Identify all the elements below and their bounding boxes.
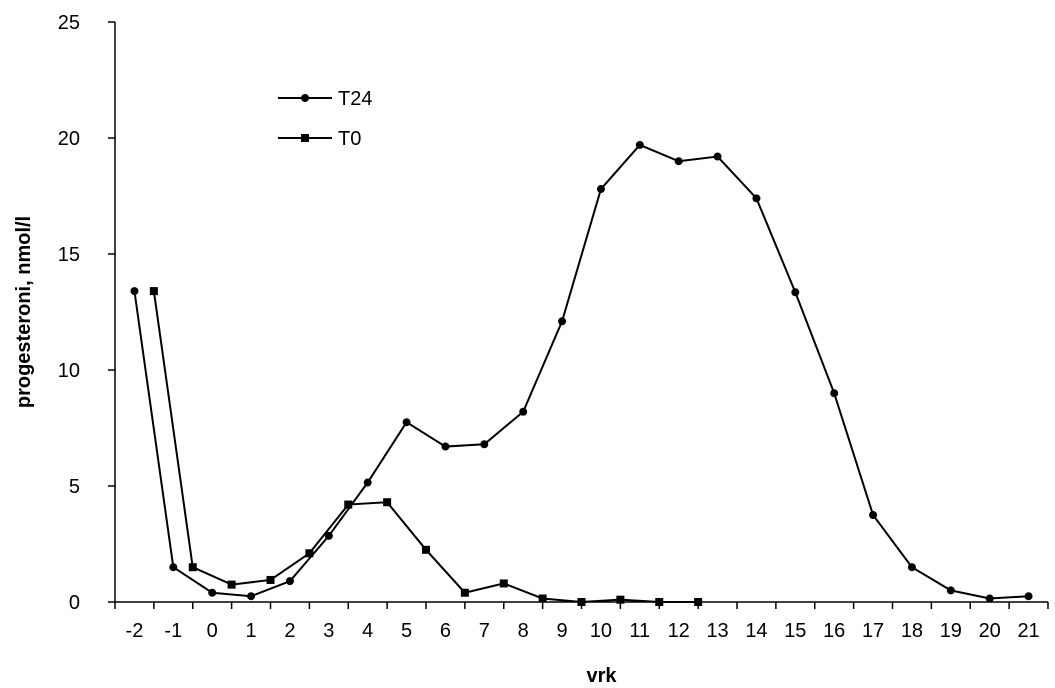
data-point-t0 (227, 580, 236, 589)
x-tick-label: 3 (323, 620, 334, 642)
x-tick-label: 5 (401, 620, 412, 642)
series-line-t24 (133, 143, 1029, 600)
y-tick-label: 15 (58, 244, 80, 266)
y-tick-label: 5 (69, 476, 80, 498)
y-tick-label: 25 (58, 12, 80, 34)
x-tick-label: 0 (207, 620, 218, 642)
data-point-t24 (558, 317, 567, 326)
data-point-t0 (655, 598, 664, 606)
x-tick-label: 7 (479, 620, 490, 642)
series-line-t0 (152, 290, 699, 604)
y-tick-label: 0 (69, 592, 80, 614)
data-point-t0 (344, 500, 353, 509)
x-tick-label: 19 (940, 620, 962, 642)
x-tick-label: 13 (706, 620, 728, 642)
data-point-t24 (1024, 592, 1033, 601)
x-tick-label: 4 (362, 620, 373, 642)
x-tick-label: 1 (246, 620, 257, 642)
legend-marker (301, 94, 309, 102)
data-point-t0 (616, 595, 625, 604)
legend-label: T24 (338, 88, 372, 110)
x-tick-label: 21 (1017, 620, 1039, 642)
y-ticks: 0 5 10 15 20 25 (58, 12, 115, 614)
x-tick-label: 16 (823, 620, 845, 642)
y-tick-label: 10 (58, 360, 80, 382)
legend-label: T0 (338, 128, 361, 150)
x-tick-label: 10 (590, 620, 612, 642)
y-axis-title: progesteroni, nmol/l (13, 216, 35, 408)
legend-item-t24: T24 (278, 88, 372, 110)
data-point-t24 (130, 287, 139, 296)
data-point-t24 (830, 389, 839, 398)
x-tick-label: 11 (629, 620, 650, 642)
data-point-t24 (635, 140, 644, 149)
x-tick-label: 14 (745, 620, 767, 642)
data-point-t0 (577, 598, 586, 606)
data-point-t24 (480, 440, 489, 449)
x-axis-title: vrk (586, 665, 617, 687)
legend-marker (301, 134, 309, 142)
x-tick-label: 8 (518, 620, 529, 642)
data-point-t0 (188, 563, 197, 572)
data-point-t24 (985, 594, 994, 603)
x-tick-label: 2 (284, 620, 295, 642)
data-point-t24 (791, 288, 800, 297)
x-tick-label: -2 (126, 620, 144, 642)
x-tick-label: 15 (784, 620, 806, 642)
data-point-t0 (460, 588, 469, 597)
x-ticks: -2 -1 0 1 2 3 4 5 6 7 8 9 10 11 12 13 14 15 16 17 18 19 20 21 (114, 602, 1049, 642)
x-tick-label: 12 (668, 620, 690, 642)
data-point-t0 (499, 579, 508, 588)
data-point-t24 (402, 418, 411, 427)
data-point-t24 (674, 157, 683, 166)
data-point-t24 (946, 586, 955, 595)
data-point-t24 (596, 185, 605, 194)
data-point-t24 (285, 577, 294, 586)
data-point-t0 (538, 594, 547, 603)
data-point-t24 (441, 442, 450, 451)
data-point-t0 (383, 498, 392, 507)
data-point-t24 (907, 563, 916, 572)
series-t0 (149, 287, 703, 606)
data-point-t0 (305, 549, 314, 558)
x-tick-label: 17 (862, 620, 884, 642)
data-point-t24 (519, 407, 528, 416)
y-tick-label: 20 (58, 128, 80, 150)
data-point-t24 (363, 478, 372, 487)
data-point-t24 (752, 194, 761, 203)
data-point-t24 (869, 511, 878, 519)
data-point-t0 (266, 575, 275, 584)
legend-item-t0: T0 (278, 128, 361, 150)
legend: T24 T0 (278, 88, 372, 150)
data-point-t24 (324, 531, 333, 540)
data-point-t0 (694, 598, 703, 606)
data-point-t24 (208, 588, 217, 597)
series-t24 (130, 140, 1033, 603)
x-tick-label: 9 (557, 620, 568, 642)
x-tick-label: 18 (901, 620, 923, 642)
x-tick-label: 6 (440, 620, 451, 642)
data-point-t24 (713, 152, 722, 161)
series-layer (130, 140, 1033, 606)
axes (114, 22, 1048, 603)
x-tick-label: -1 (164, 620, 182, 642)
data-point-t24 (169, 563, 178, 572)
data-point-t24 (247, 592, 256, 601)
x-tick-label: 20 (979, 620, 1001, 642)
data-point-t0 (149, 287, 158, 296)
data-point-t0 (422, 545, 430, 554)
